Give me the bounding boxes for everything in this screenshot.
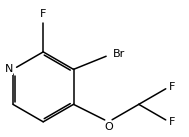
Text: N: N: [5, 64, 13, 74]
Text: Br: Br: [113, 49, 125, 59]
Text: F: F: [169, 82, 175, 92]
Text: F: F: [40, 9, 46, 19]
Text: O: O: [104, 122, 113, 132]
Text: F: F: [169, 117, 175, 127]
